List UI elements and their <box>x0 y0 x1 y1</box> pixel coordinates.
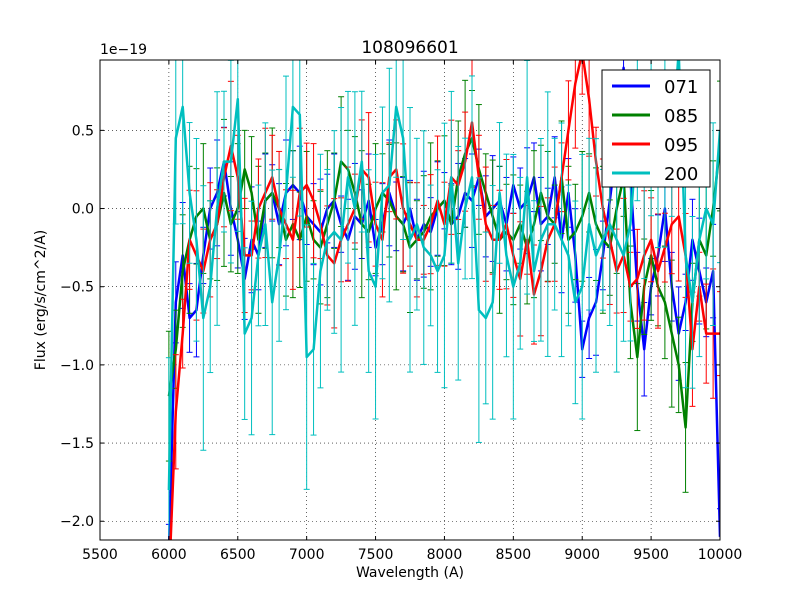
x-tick-label: 8500 <box>496 547 532 563</box>
y-tick-label: −1.0 <box>60 358 94 374</box>
chart-title: 108096601 <box>361 38 458 58</box>
x-tick-label: 5500 <box>82 547 118 563</box>
legend: 071 085 095 200 <box>601 69 711 188</box>
x-tick-label: 8000 <box>427 547 463 563</box>
y-tick-label: −2.0 <box>60 514 94 530</box>
series-group <box>165 60 720 540</box>
x-tick-label: 9500 <box>633 547 669 563</box>
y-axis-label: Flux (erg/s/cm^2/A) <box>33 230 49 370</box>
plot-frame <box>99 59 721 541</box>
x-tick-label: 6500 <box>220 547 256 563</box>
y-tick-label: −0.5 <box>60 280 94 296</box>
x-tick-label: 6000 <box>151 547 187 563</box>
legend-label-071: 071 <box>664 77 698 98</box>
y-tick-label: −1.5 <box>60 436 94 452</box>
x-axis-label: Wavelength (A) <box>356 565 464 581</box>
series-200-line <box>167 60 720 491</box>
x-tick-label: 7500 <box>358 547 394 563</box>
legend-label-095: 095 <box>664 135 698 156</box>
y-offset-label: 1e−19 <box>100 42 147 58</box>
y-tick-label: 0.0 <box>72 202 94 218</box>
x-tick-label: 9000 <box>564 547 600 563</box>
legend-box <box>601 69 711 188</box>
legend-label-200: 200 <box>664 164 698 185</box>
x-tick-label: 10000 <box>698 547 743 563</box>
axis-ticks: 5500 6000 6500 7000 7500 8000 8500 9000 9500 1000… <box>60 60 742 563</box>
x-tick-label: 7000 <box>289 547 325 563</box>
legend-label-085: 085 <box>664 106 698 127</box>
y-tick-label: 0.5 <box>72 123 94 139</box>
